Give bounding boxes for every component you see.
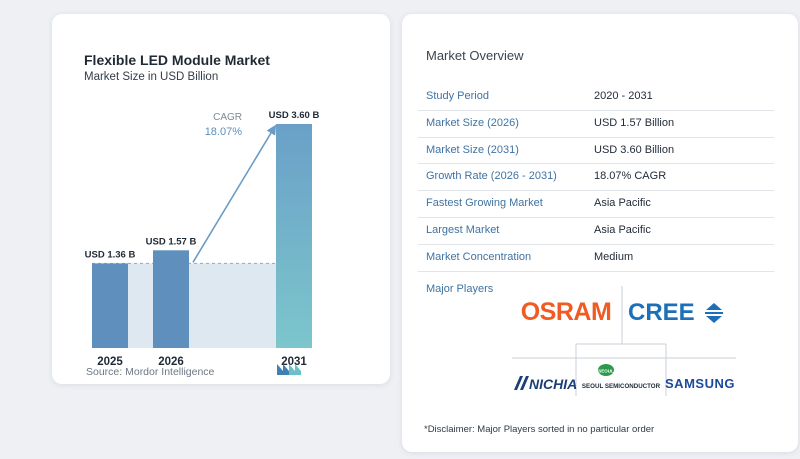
cree-logo: CREE [628, 299, 695, 326]
osram-logo: OSRAM [521, 298, 612, 326]
overview-value: Medium [594, 250, 634, 263]
disclaimer-note: *Disclaimer: Major Players sorted in no … [424, 424, 655, 435]
overview-row-fastest-growing: Fastest Growing Market Asia Pacific [418, 191, 774, 218]
cagr-arrow [192, 124, 277, 263]
x-tick-2031: 2031 [281, 356, 307, 368]
data-label-2031: USD 3.60 B [269, 110, 320, 121]
cree-arrows-icon [705, 303, 723, 323]
source-note: Source: Mordor Intelligence [86, 366, 215, 378]
overview-title: Market Overview [426, 48, 524, 63]
overview-row-growth-rate: Growth Rate (2026 - 2031) 18.07% CAGR [418, 164, 774, 192]
overview-row-market-size-2031: Market Size (2031) USD 3.60 Billion [418, 138, 774, 165]
bar-chart: CAGR 18.07% USD 1.36 B 2025 USD 1.57 B 2026… [85, 110, 320, 368]
bar-2025 [92, 263, 128, 348]
major-players-label: Major Players [426, 283, 494, 295]
chart-title: Flexible LED Module Market [84, 52, 270, 68]
overview-label: Fastest Growing Market [426, 197, 543, 210]
x-tick-2026: 2026 [158, 356, 184, 368]
samsung-logo: SAMSUNG [665, 376, 735, 391]
nichia-logo: NICHIA [529, 376, 577, 392]
overview-label: Largest Market [426, 224, 500, 236]
data-label-2025: USD 1.36 B [85, 249, 136, 260]
market-overview-card: Market Overview Study Period 2020 - 2031… [402, 14, 798, 452]
seoul-semiconductor-logo: SEOUL SEMICONDUCTOR [582, 383, 661, 390]
overview-value: Asia Pacific [594, 197, 651, 210]
overview-value: 18.07% CAGR [594, 170, 667, 183]
overview-row-market-concentration: Market Concentration Medium [418, 245, 774, 272]
cagr-label: CAGR [213, 112, 242, 123]
overview-label: Study Period [426, 90, 489, 102]
overview-value: Asia Pacific [594, 224, 651, 236]
nichia-mark-icon [514, 376, 529, 390]
seoul-semiconductor-badge-icon: SEOUL [598, 364, 614, 376]
overview-value: 2020 - 2031 [594, 90, 653, 102]
data-label-2026: USD 1.57 B [146, 236, 197, 247]
cagr-value: 18.07% [205, 126, 243, 138]
bar-2026 [153, 250, 189, 348]
overview-row-market-size-2026: Market Size (2026) USD 1.57 Billion [418, 111, 774, 138]
overview-value: USD 3.60 Billion [594, 143, 675, 156]
overview-row-study-period: Study Period 2020 - 2031 [418, 84, 774, 111]
x-tick-2025: 2025 [97, 356, 123, 368]
mordor-intelligence-logo [277, 364, 301, 375]
major-players-logos: OSRAM CREE NICHIA SEOUL SEOUL SEMICONDUC… [512, 286, 736, 396]
overview-label: Market Concentration [426, 250, 532, 263]
bar-2031 [276, 124, 312, 348]
seoul-badge-text: SEOUL [598, 369, 614, 374]
chart-subtitle: Market Size in USD Billion [84, 71, 219, 83]
overview-row-largest-market: Largest Market Asia Pacific [418, 218, 774, 245]
overview-value: USD 1.57 Billion [594, 116, 675, 129]
chart-card: Flexible LED Module Market Market Size i… [52, 14, 390, 384]
overview-label: Growth Rate (2026 - 2031) [426, 170, 557, 183]
growth-shade-area [128, 263, 276, 348]
overview-label: Market Size (2031) [426, 143, 519, 156]
overview-label: Market Size (2026) [426, 116, 519, 129]
